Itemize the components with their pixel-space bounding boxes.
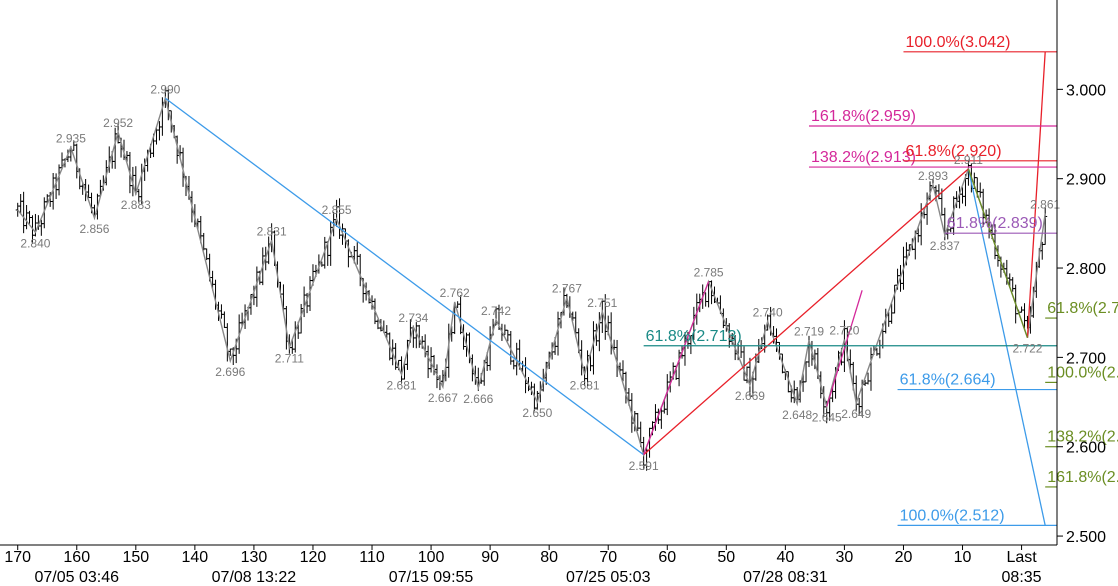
x-tick-label: 10 (954, 549, 972, 566)
pivot-label: 2.740 (753, 306, 783, 320)
y-tick-label: 3.000 (1066, 82, 1106, 99)
fib-levels-group: 100.0%(3.042)161.8%(2.959)138.2%(2.913)6… (643, 34, 1118, 526)
y-tick-label: 2.500 (1066, 529, 1106, 546)
y-tick-label: 2.800 (1066, 261, 1106, 278)
fib-level-label: 161.8%(2.555) (1047, 469, 1118, 486)
x-tick-label: 110 (359, 549, 385, 566)
x-date-label: 07/15 09:55 (389, 569, 474, 586)
trend-line (826, 290, 863, 407)
x-date-label: 07/28 08:31 (743, 569, 828, 586)
pivot-label: 2.669 (735, 389, 765, 403)
trend-line (967, 168, 1029, 338)
fib-level-label: 100.0%(2.672) (1047, 364, 1118, 381)
x-tick-label: 120 (300, 549, 327, 566)
trend-lines-group (164, 51, 1046, 526)
x-date-label: 07/08 13:22 (212, 569, 297, 586)
pivot-labels-group: 2.840 2.935 2.856 2.952 2.883 2.990 2.696 2.831… (20, 82, 1060, 472)
x-tick-label: 40 (776, 549, 794, 566)
pivot-label: 2.952 (103, 116, 133, 130)
fib-level-label: 61.8%(2.920) (905, 143, 1001, 160)
x-date-label: 07/25 05:03 (566, 569, 651, 586)
trend-line (967, 168, 1046, 526)
pivot-label: 2.696 (215, 365, 245, 379)
x-tick-label: 130 (241, 549, 268, 566)
pivot-label: 2.893 (918, 169, 948, 183)
fib-level-label: 138.2%(2.913) (811, 149, 916, 166)
pivot-label: 2.767 (552, 282, 582, 296)
pivot-label: 2.911 (954, 153, 983, 167)
y-tick-label: 2.600 (1066, 440, 1106, 457)
pivot-label: 2.855 (322, 203, 352, 217)
x-tick-label: 160 (63, 549, 90, 566)
pivot-zigzag-group (17, 95, 1046, 457)
x-date-label: 07/05 03:46 (34, 569, 119, 586)
pivot-label: 2.720 (829, 324, 859, 338)
pivot-label: 2.861 (1030, 198, 1060, 212)
trend-line (1026, 51, 1046, 338)
pivot-label: 2.785 (694, 265, 724, 279)
pivot-label: 2.645 (812, 411, 842, 425)
x-tick-label: 20 (895, 549, 913, 566)
x-date-label: 08:35 (1002, 569, 1042, 586)
pivot-label: 2.666 (463, 392, 493, 406)
pivot-label: 2.751 (587, 296, 617, 310)
x-tick-label: 30 (836, 549, 854, 566)
pivot-label: 2.935 (56, 131, 86, 145)
trend-line (164, 97, 645, 456)
fib-level-label: 100.0%(2.512) (900, 507, 1005, 524)
x-tick-label: 90 (481, 549, 499, 566)
x-tick-label: 70 (599, 549, 617, 566)
trend-line (643, 168, 969, 456)
pivot-label: 2.831 (257, 224, 287, 238)
x-tick-label: 50 (717, 549, 735, 566)
x-tick-label: 100 (418, 549, 445, 566)
pivot-label: 2.681 (570, 378, 600, 392)
pivot-label: 2.650 (522, 406, 552, 420)
pivot-label: 2.648 (782, 408, 812, 422)
pivot-label: 2.711 (275, 352, 304, 366)
x-tick-label: 80 (540, 549, 558, 566)
pivot-label: 2.591 (629, 459, 659, 473)
pivot-label: 2.990 (150, 82, 180, 96)
fib-level-label: 100.0%(3.042) (905, 34, 1010, 51)
pivot-label: 2.681 (387, 378, 417, 392)
x-tick-label: 140 (182, 549, 209, 566)
y-tick-label: 2.900 (1066, 172, 1106, 189)
pivot-label: 2.719 (794, 324, 824, 338)
fib-level-label: 161.8%(2.959) (811, 108, 916, 125)
pivot-label: 2.856 (79, 222, 109, 236)
x-tick-label: 150 (122, 549, 149, 566)
pivot-label: 2.837 (930, 239, 960, 253)
pivot-label: 2.722 (1012, 342, 1042, 356)
pivot-label: 2.883 (121, 198, 151, 212)
pivot-label: 2.742 (481, 304, 511, 318)
trend-line (643, 281, 710, 455)
pivot-zigzag-line (17, 95, 1046, 457)
x-tick-label: Last (1006, 549, 1037, 566)
fib-level-label: 61.8%(2.839) (947, 215, 1043, 232)
x-tick-label: 170 (4, 549, 31, 566)
x-tick-label: 60 (658, 549, 676, 566)
fib-level-label: 61.8%(2.744) (1047, 300, 1118, 317)
pivot-label: 2.840 (20, 236, 50, 250)
pivot-label: 2.649 (841, 407, 871, 421)
y-tick-label: 2.700 (1066, 350, 1106, 367)
pivot-label: 2.734 (398, 311, 428, 325)
pivot-label: 2.667 (428, 391, 458, 405)
fib-level-label: 138.2%(2.600) (1047, 429, 1118, 446)
fib-level-label: 61.8%(2.713) (646, 328, 742, 345)
pivot-label: 2.762 (440, 286, 470, 300)
fib-level-label: 61.8%(2.664) (900, 372, 996, 389)
